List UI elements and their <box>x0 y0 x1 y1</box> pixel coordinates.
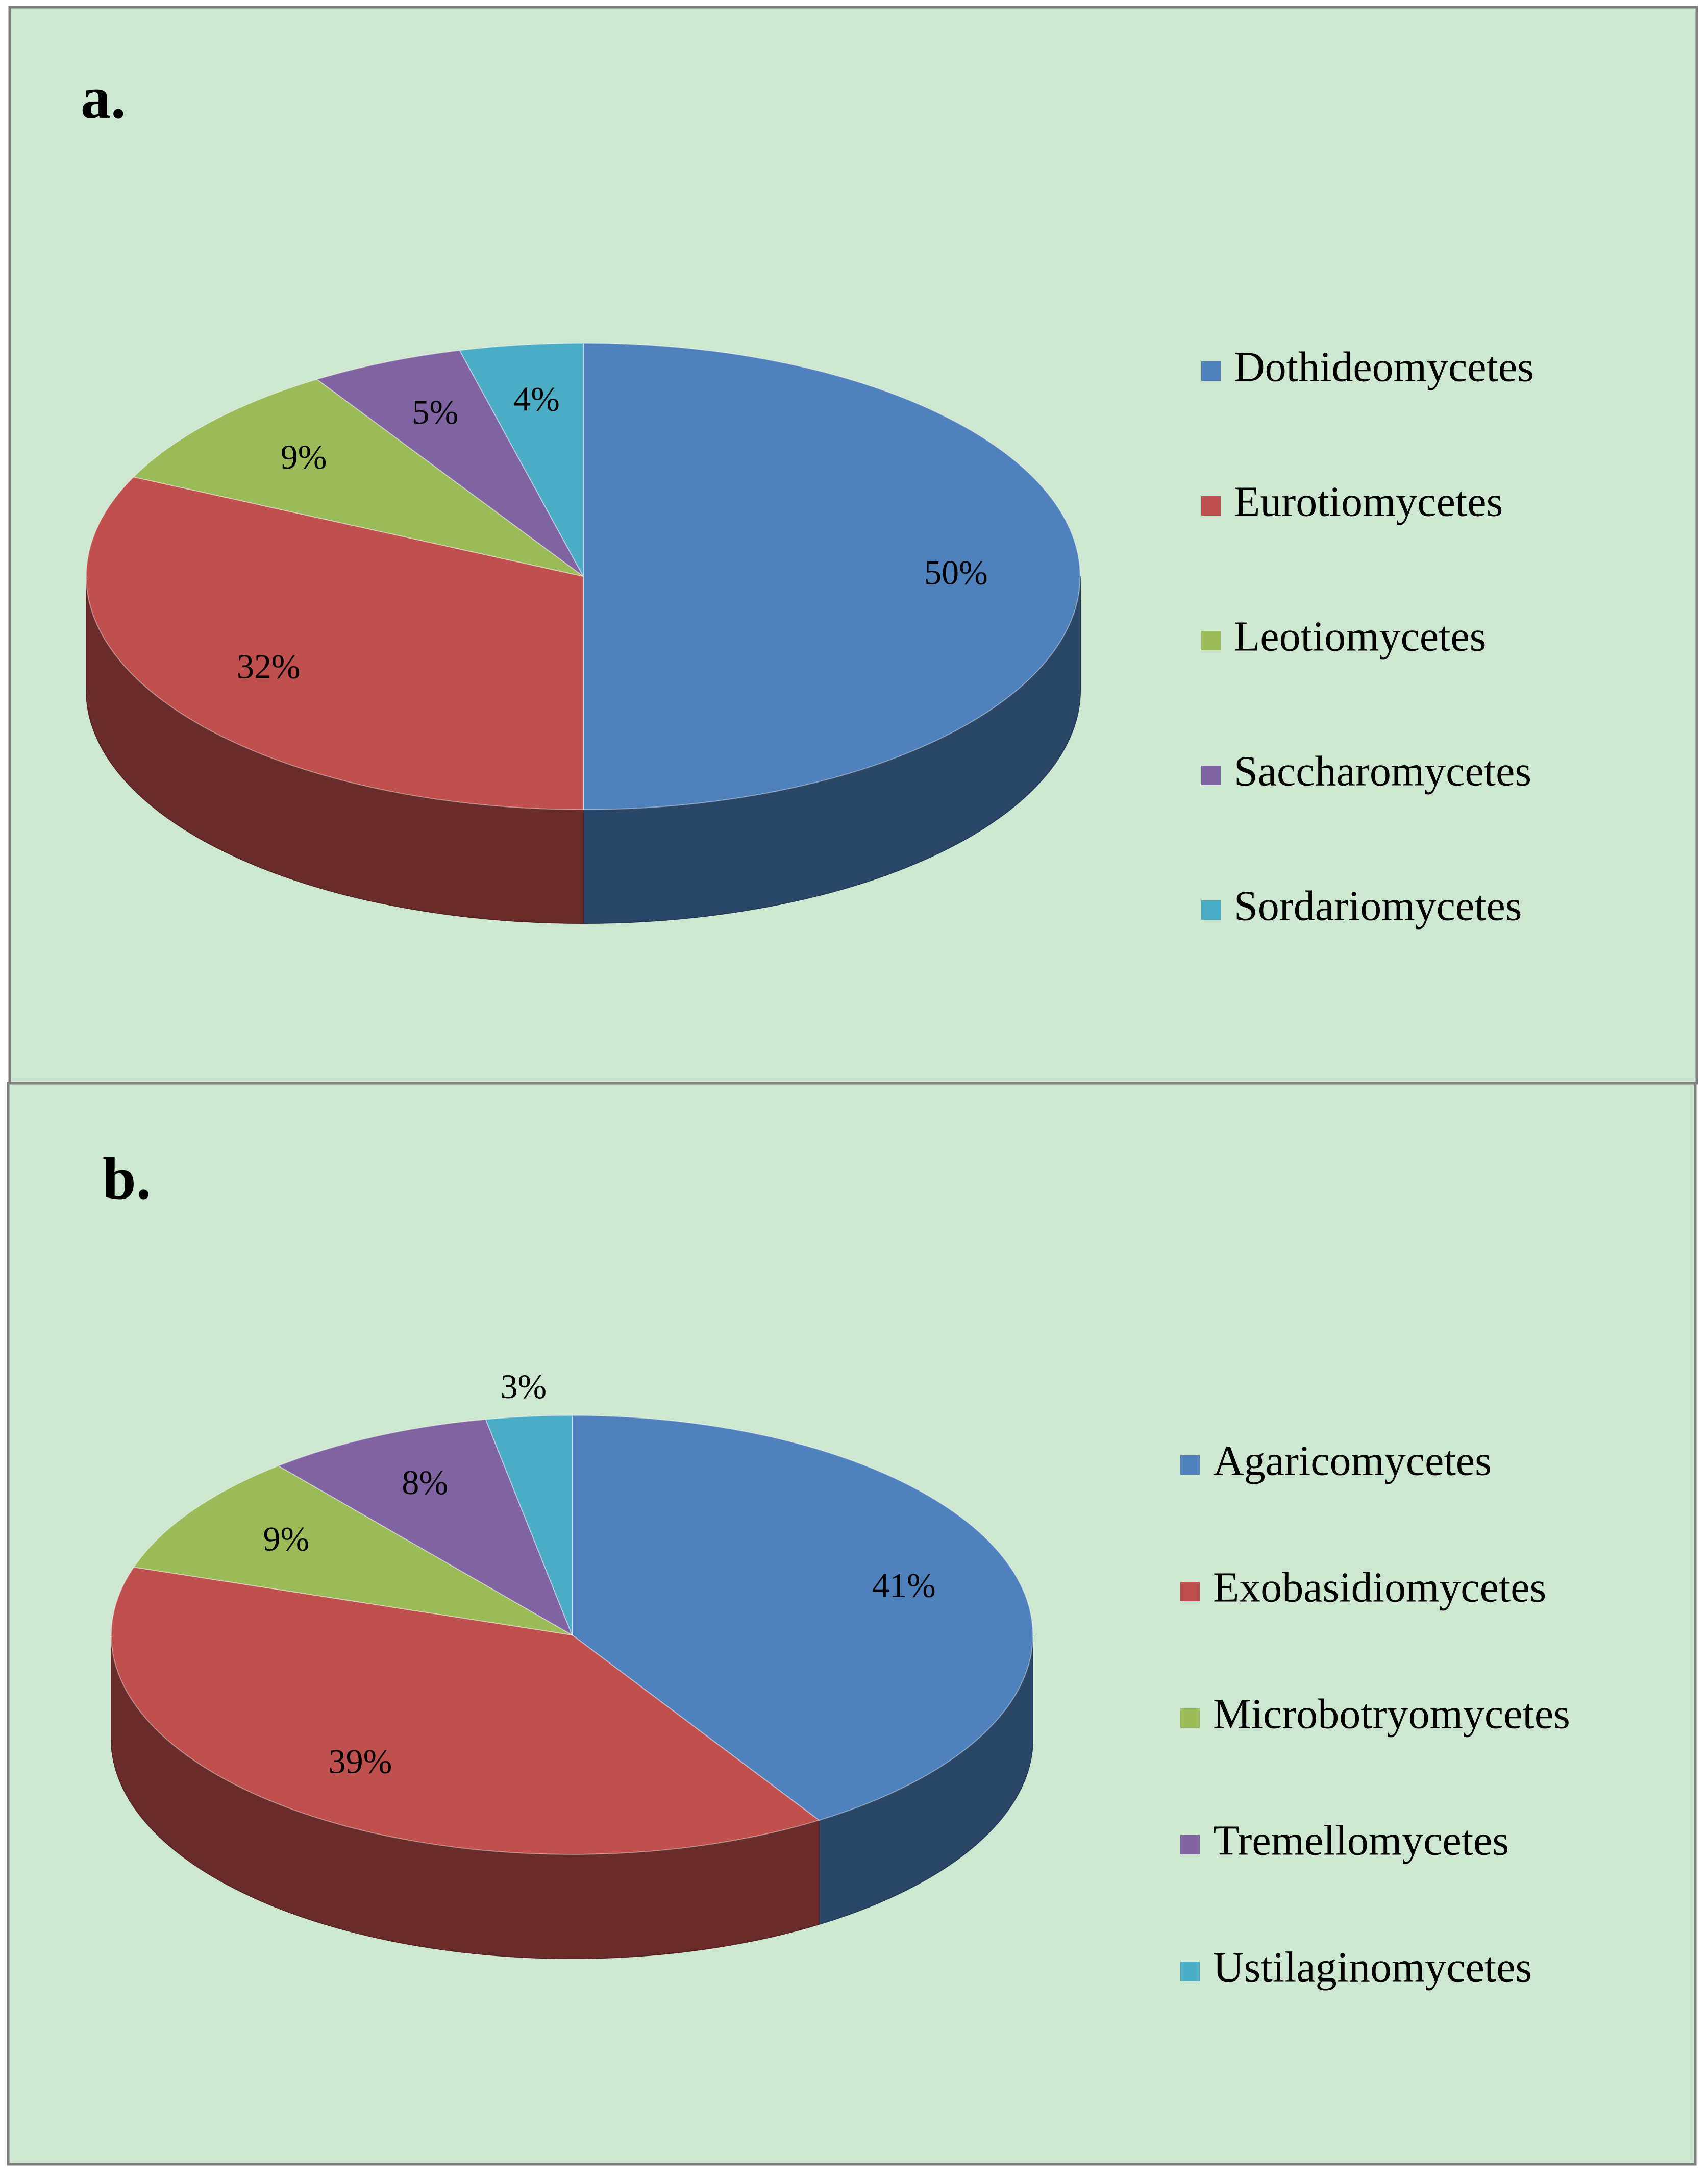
pie-slice <box>485 1414 573 1635</box>
legend-swatch <box>1201 361 1221 381</box>
chart-title: b. <box>103 1145 151 1212</box>
legend-label: Saccharomycetes <box>1234 747 1531 795</box>
pie-slice <box>133 1465 573 1635</box>
chart-title: a. <box>81 64 126 131</box>
legend-swatch <box>1180 1708 1200 1728</box>
data-label: 9% <box>281 437 327 476</box>
legend-label: Ustilaginomycetes <box>1213 1943 1532 1991</box>
data-label: 39% <box>329 1742 392 1780</box>
legend-label: Eurotiomycetes <box>1234 478 1503 525</box>
pie-slice <box>111 1567 821 1855</box>
data-label: 5% <box>412 393 459 431</box>
legend-label: Leotiomycetes <box>1234 613 1486 660</box>
legend-label: Tremellomycetes <box>1213 1817 1509 1864</box>
legend-swatch <box>1180 1835 1200 1854</box>
data-label: 50% <box>924 553 988 592</box>
data-label: 32% <box>237 647 301 686</box>
pie-slice <box>583 342 1081 811</box>
legend-swatch <box>1180 1962 1200 1981</box>
data-label: 9% <box>263 1519 310 1558</box>
legend-label: Sordariomycetes <box>1234 882 1522 930</box>
pie-slice <box>459 342 584 577</box>
legend-swatch <box>1201 496 1221 516</box>
pie-slice <box>315 350 584 577</box>
pie-slice <box>86 476 584 811</box>
data-label: 4% <box>513 380 560 419</box>
data-label: 3% <box>500 1367 547 1406</box>
pie-slice <box>572 1414 1033 1821</box>
legend-label: Agaricomycetes <box>1213 1437 1492 1484</box>
pie-slice <box>277 1419 574 1636</box>
legend-swatch <box>1180 1582 1200 1601</box>
legend-swatch <box>1201 900 1221 920</box>
data-label: 41% <box>872 1566 936 1605</box>
legend-swatch <box>1180 1455 1200 1475</box>
pie-slice <box>132 379 584 577</box>
legend-swatch <box>1201 631 1221 650</box>
legend-label: Exobasidiomycetes <box>1213 1563 1546 1611</box>
legend-label: Microbotryomycetes <box>1213 1690 1570 1738</box>
legend-label: Dothideomycetes <box>1234 343 1534 390</box>
legend-swatch <box>1201 766 1221 785</box>
data-label: 8% <box>402 1463 448 1502</box>
